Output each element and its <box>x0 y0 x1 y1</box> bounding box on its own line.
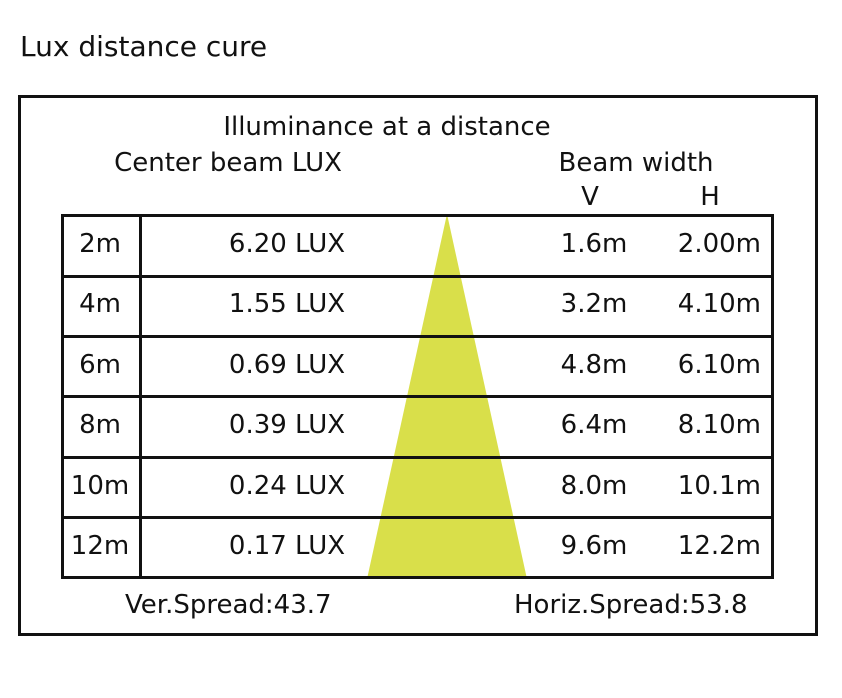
table-line <box>61 335 774 338</box>
table-line <box>61 456 774 459</box>
row-lux: 0.24 LUX <box>228 471 346 501</box>
table-line <box>61 214 64 579</box>
row-lux: 6.20 LUX <box>228 229 346 259</box>
row-v: 1.6m <box>560 229 628 259</box>
table-line <box>61 395 774 398</box>
header-v: V <box>581 182 599 212</box>
vertical-spread: Ver.Spread:43.7 <box>125 590 332 620</box>
row-h: 6.10m <box>677 350 761 380</box>
row-v: 4.8m <box>560 350 628 380</box>
row-h: 10.1m <box>677 471 761 501</box>
table-line <box>61 576 774 579</box>
row-h: 12.2m <box>677 531 761 561</box>
table-line <box>61 275 774 278</box>
header-illuminance: Illuminance at a distance <box>223 112 551 142</box>
row-distance: 6m <box>79 350 121 380</box>
row-v: 9.6m <box>560 531 628 561</box>
row-v: 8.0m <box>560 471 628 501</box>
row-distance: 12m <box>70 531 130 561</box>
row-v: 3.2m <box>560 289 628 319</box>
row-distance: 8m <box>79 410 121 440</box>
row-h: 8.10m <box>677 410 761 440</box>
row-v: 6.4m <box>560 410 628 440</box>
header-beam-width: Beam width <box>558 148 714 178</box>
table-line <box>771 214 774 579</box>
page-title: Lux distance cure <box>20 30 268 63</box>
row-lux: 1.55 LUX <box>228 289 346 319</box>
lux-chart-frame <box>18 95 818 636</box>
row-distance: 2m <box>79 229 121 259</box>
row-distance: 10m <box>70 471 130 501</box>
row-lux: 0.17 LUX <box>228 531 346 561</box>
table-line <box>61 516 774 519</box>
row-lux: 0.69 LUX <box>228 350 346 380</box>
header-center-beam-lux: Center beam LUX <box>114 148 342 178</box>
row-h: 4.10m <box>677 289 761 319</box>
row-h: 2.00m <box>677 229 761 259</box>
table-line <box>139 214 142 579</box>
row-distance: 4m <box>79 289 121 319</box>
header-h: H <box>700 182 720 212</box>
lux-table: 2m 6.20 LUX 1.6m 2.00m 4m 1.55 LUX 3.2m … <box>61 214 774 579</box>
horizontal-spread: Horiz.Spread:53.8 <box>514 590 748 620</box>
table-line <box>61 214 774 217</box>
row-lux: 0.39 LUX <box>228 410 346 440</box>
